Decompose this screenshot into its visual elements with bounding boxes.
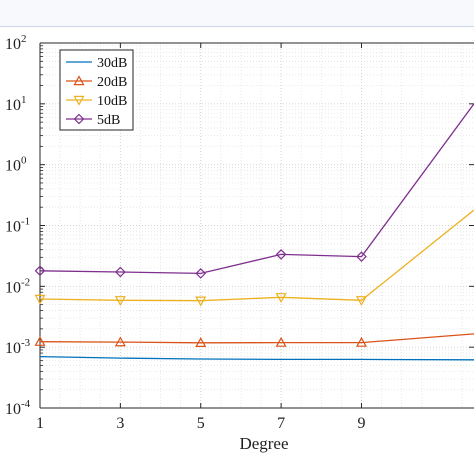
data-point-5dB [115, 266, 126, 278]
x-tick-label: 1 [36, 415, 44, 432]
x-tick-label: 9 [357, 415, 365, 432]
x-tick-label: 5 [197, 415, 205, 432]
axes-layer: 10-4 10-3 10-2 10-1 100 101 102 1 3 5 7 9 [5, 33, 474, 432]
legend-label-5dB: 5dB [97, 113, 120, 128]
series-30dB [39, 355, 474, 361]
legend-marker-20dB [73, 75, 85, 86]
data-point-10dB [355, 296, 368, 307]
y-tick-label: 10-2 [5, 276, 30, 296]
legend-label-10dB: 10dB [97, 94, 127, 109]
data-point-20dB [195, 337, 207, 347]
legend-box [59, 49, 134, 131]
x-tick-label: 3 [116, 415, 124, 432]
data-point-10dB [195, 296, 207, 307]
y-tick-label: 10-3 [5, 337, 31, 357]
legend-label-30dB: 30dB [97, 56, 127, 71]
data-point-20dB [355, 336, 368, 347]
series-line-20dB [39, 333, 474, 344]
legend-label-20dB: 20dB [97, 75, 127, 90]
y-tick-label: 102 [5, 33, 27, 53]
data-point-20dB [34, 335, 46, 346]
data-point-20dB [275, 336, 287, 347]
data-point-5dB [195, 268, 207, 279]
top-bar [0, 0, 474, 27]
legend-marker-5dB [73, 113, 85, 125]
x-tick-label: 7 [277, 415, 285, 432]
data-point-5dB [34, 265, 46, 277]
data-point-20dB [114, 336, 126, 347]
y-tick-label: 10-4 [5, 398, 31, 418]
y-tick-label: 100 [5, 155, 27, 175]
series-line-5dB [39, 103, 474, 275]
x-axis-label: Degree [239, 434, 288, 453]
data-point-5dB [275, 249, 287, 260]
series-10dB [34, 209, 474, 307]
series-line-30dB [39, 355, 474, 361]
legend-marker-10dB [73, 95, 85, 106]
legend: 30dB 20dB 10dB 5dB [59, 49, 134, 131]
series-layer [34, 103, 474, 361]
data-point-10dB [114, 296, 126, 307]
data-point-5dB [356, 251, 367, 262]
y-tick-label: 10-1 [5, 216, 30, 236]
data-point-10dB [275, 293, 287, 304]
y-tick-label: 101 [5, 94, 27, 114]
series-line-10dB [39, 209, 474, 302]
series-5dB [34, 103, 474, 279]
data-point-10dB [34, 294, 46, 305]
series-20dB [34, 333, 474, 347]
